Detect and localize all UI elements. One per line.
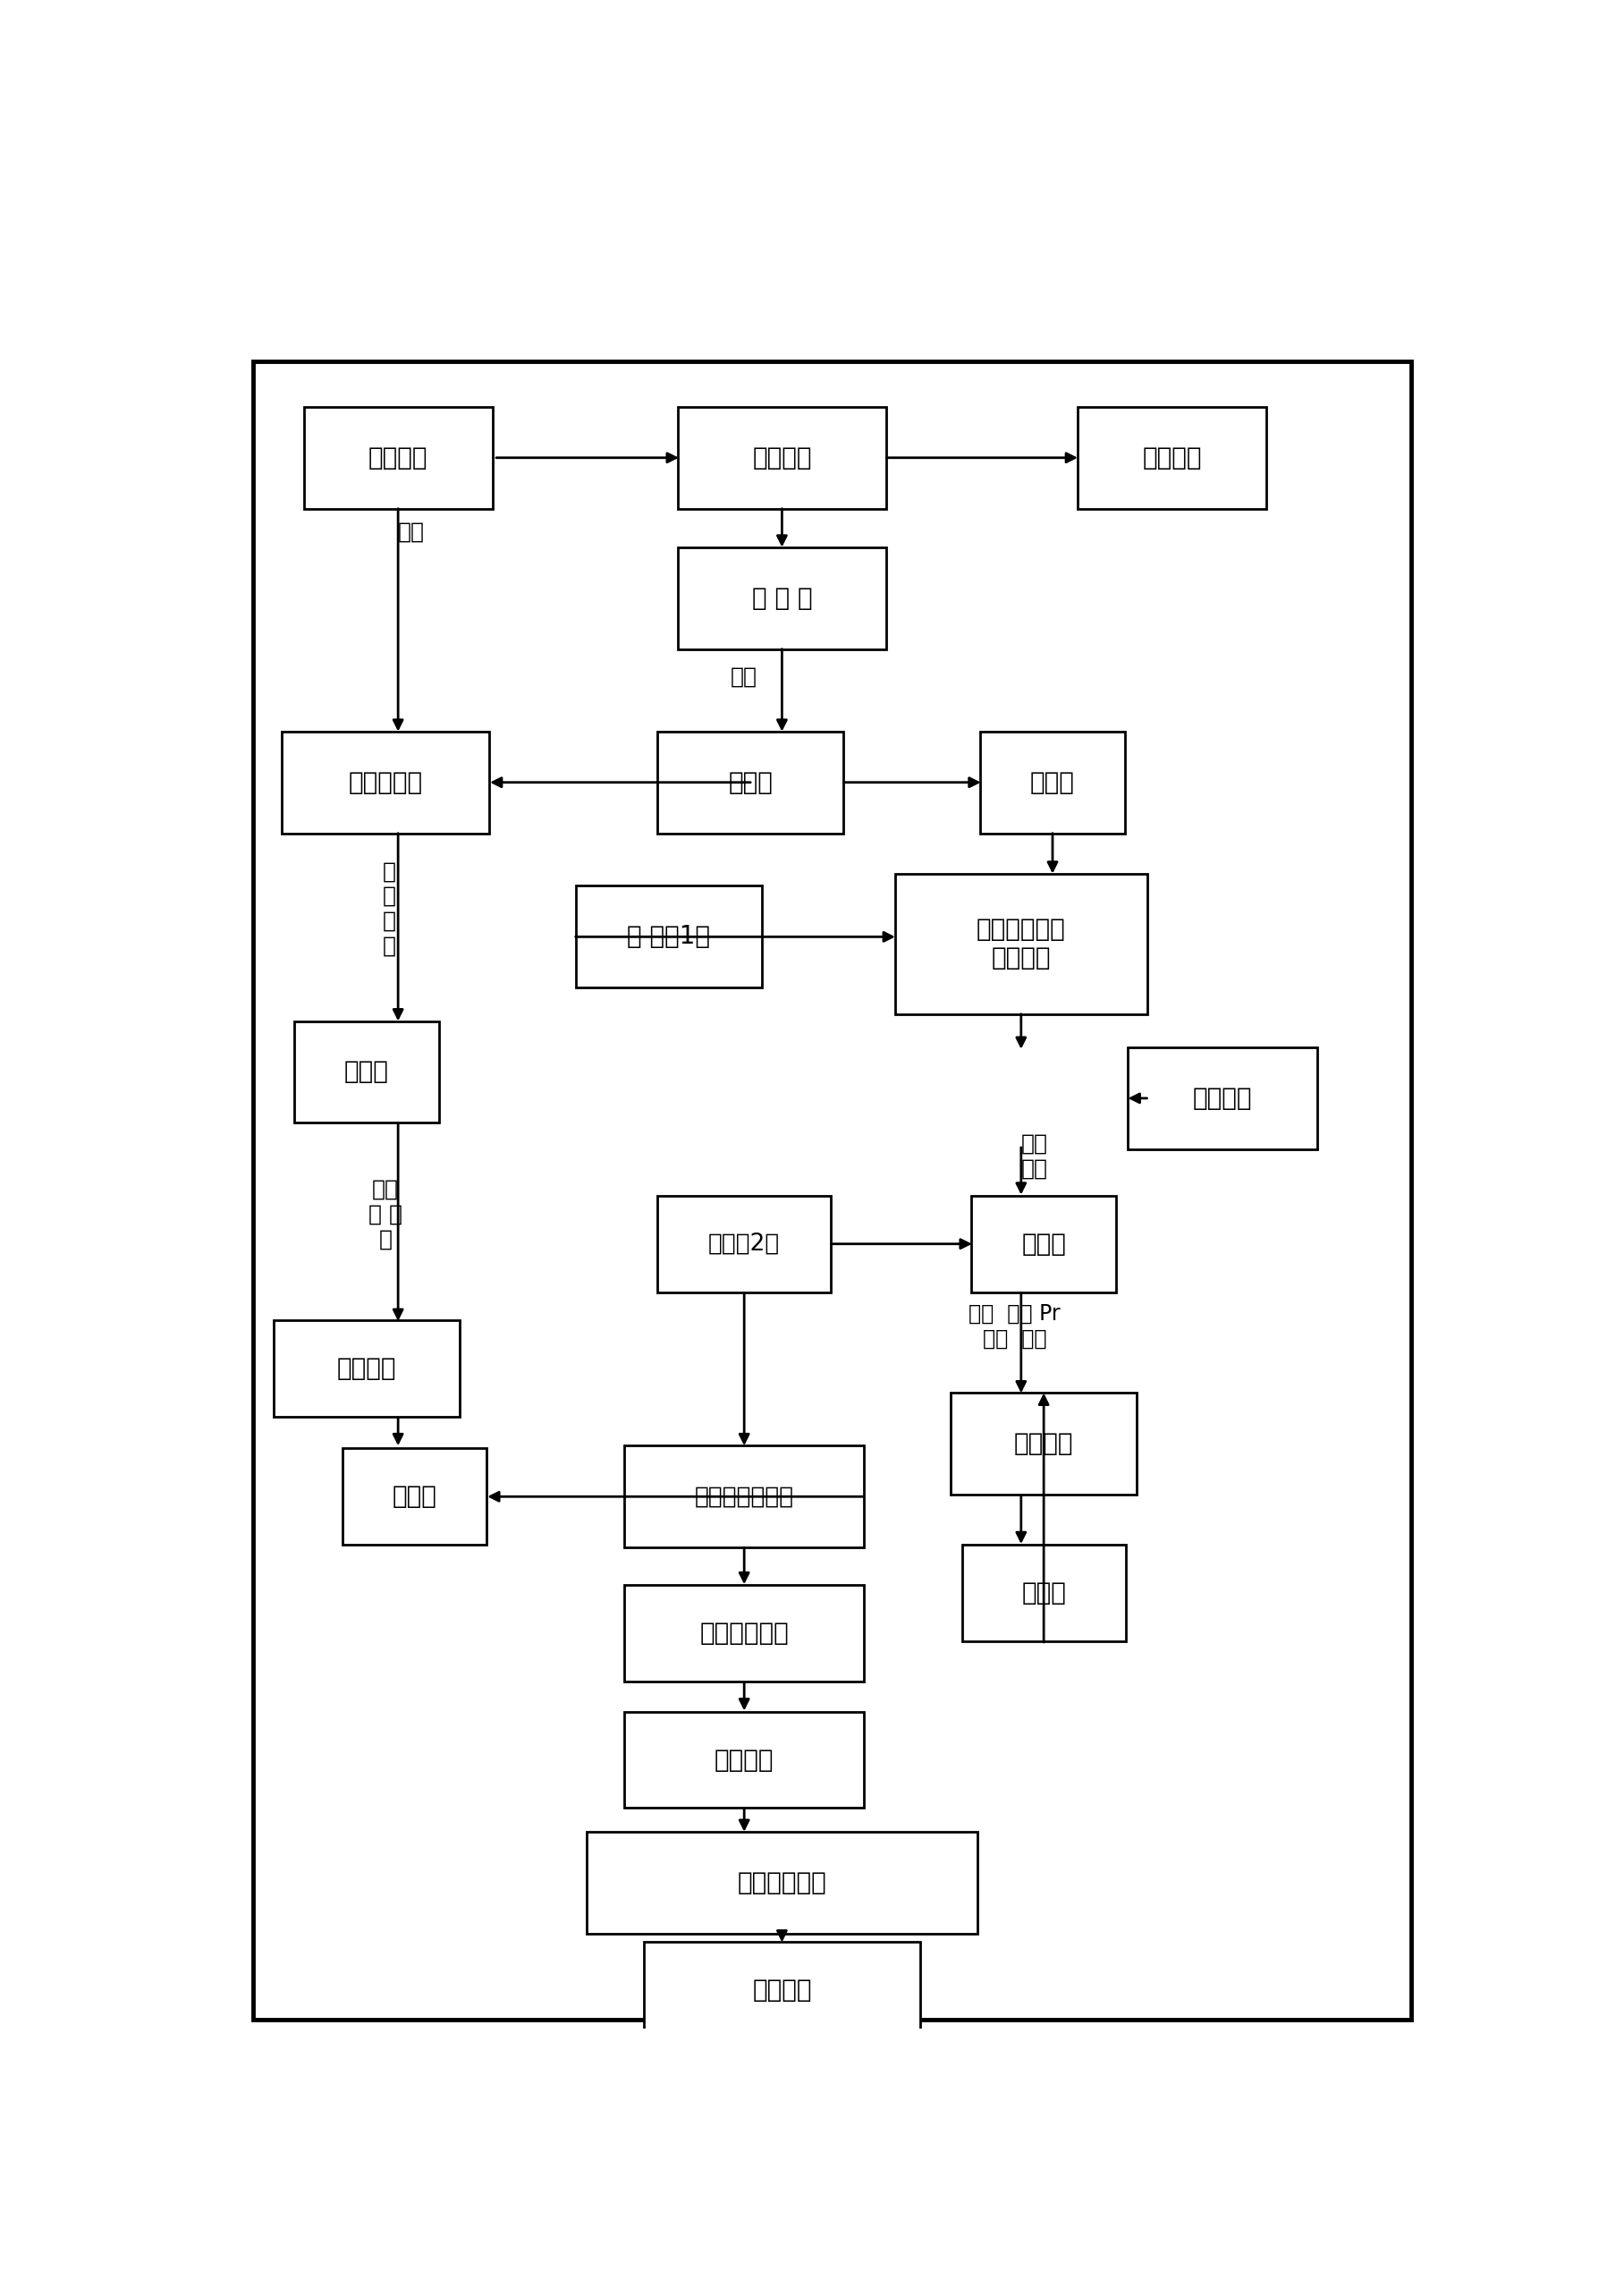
- Text: 压　榨: 压 榨: [728, 770, 773, 795]
- Bar: [1078, 408, 1267, 508]
- Bar: [971, 1196, 1116, 1292]
- Text: 生物柴油: 生物柴油: [336, 1356, 396, 1381]
- Bar: [586, 1832, 978, 1933]
- Bar: [343, 1449, 487, 1545]
- Text: 油
水
分
离: 油 水 分 离: [383, 861, 396, 957]
- Text: 机械分拣: 机械分拣: [752, 444, 812, 469]
- Bar: [273, 1320, 460, 1418]
- Text: 沥水: 沥水: [398, 520, 425, 542]
- Text: 蒸馏
压滤: 蒸馏 压滤: [1021, 1133, 1047, 1178]
- Bar: [294, 1021, 438, 1124]
- Text: 微生物固液混
合发酵液: 微生物固液混 合发酵液: [976, 916, 1065, 971]
- Bar: [625, 1712, 864, 1807]
- Text: 油水混合物: 油水混合物: [348, 770, 422, 795]
- Text: 餐厨垃圾: 餐厨垃圾: [369, 444, 427, 469]
- Bar: [679, 408, 885, 508]
- Text: 废水（2）: 废水（2）: [708, 1233, 780, 1256]
- Text: 废 水（1）: 废 水（1）: [627, 925, 710, 950]
- Text: 通风除臭系统: 通风除臭系统: [737, 1871, 827, 1896]
- Bar: [981, 732, 1125, 834]
- Text: 可 利 用: 可 利 用: [752, 586, 812, 611]
- Text: 沼　气: 沼 气: [391, 1484, 437, 1509]
- Text: 光和细菌处理: 光和细菌处理: [700, 1620, 789, 1645]
- Text: 不可利用: 不可利用: [1142, 444, 1202, 469]
- Bar: [575, 887, 762, 987]
- Bar: [895, 873, 1147, 1014]
- Text: 酒　糟: 酒 糟: [1021, 1231, 1065, 1256]
- Text: 蛋白饲料: 蛋白饲料: [1013, 1431, 1073, 1456]
- Text: 固　体: 固 体: [1030, 770, 1075, 795]
- Bar: [961, 1545, 1125, 1641]
- Bar: [679, 547, 885, 650]
- Text: 酯技
交 术
换: 酯技 交 术 换: [369, 1178, 403, 1249]
- Bar: [304, 408, 492, 508]
- Text: 油　脂: 油 脂: [344, 1060, 388, 1085]
- Bar: [658, 732, 843, 834]
- Bar: [950, 1392, 1137, 1495]
- Text: 发酵  菌体 Pr
生物  干燥: 发酵 菌体 Pr 生物 干燥: [970, 1304, 1060, 1349]
- Bar: [625, 1445, 864, 1547]
- Text: 甲烷菌发酵处理: 甲烷菌发酵处理: [695, 1486, 794, 1509]
- Text: 包　装: 包 装: [1021, 1582, 1065, 1607]
- Bar: [643, 1942, 921, 2037]
- Bar: [1129, 1048, 1317, 1149]
- Text: 粉碎: 粉碎: [731, 665, 758, 688]
- Text: 达标排放: 达标排放: [715, 1748, 775, 1773]
- Bar: [281, 732, 489, 834]
- Text: 醇基燃料: 醇基燃料: [1192, 1085, 1252, 1110]
- Bar: [658, 1196, 831, 1292]
- Bar: [625, 1586, 864, 1682]
- Text: 达标排放: 达标排放: [752, 1978, 812, 2003]
